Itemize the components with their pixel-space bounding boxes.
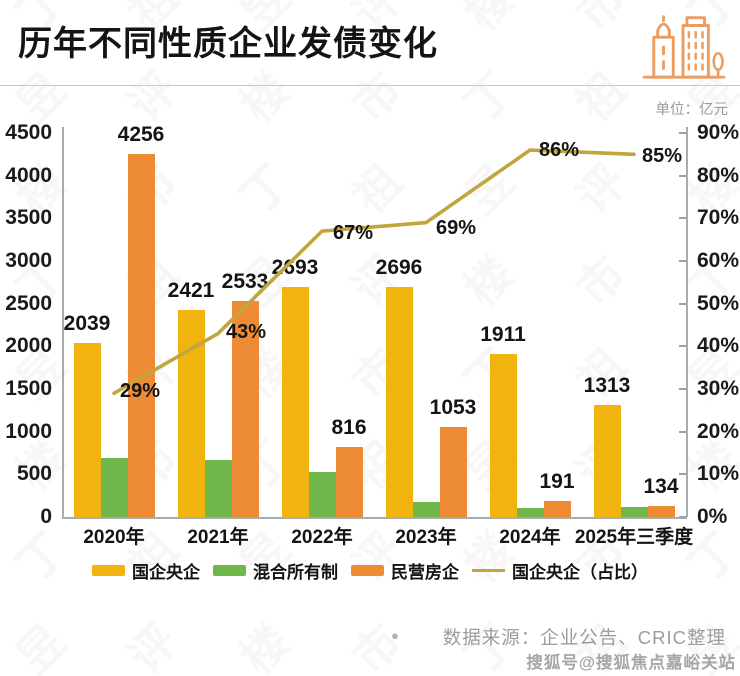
x-axis-tick-label: 2020年 <box>83 527 145 548</box>
y-axis-left-tick-label: 4500 <box>5 121 52 144</box>
y-axis-right-tick-mark <box>679 345 686 348</box>
y-axis-right-tick-label: 70% <box>697 206 740 230</box>
y-axis-left-tick-label: 2000 <box>5 334 52 358</box>
bar-value-label-private-developers: 1053 <box>429 396 477 420</box>
legend-label-mixed-ownership: 混合所有制 <box>253 563 338 582</box>
y-axis-right-tick-mark <box>679 174 686 177</box>
x-axis-tick-label: 2024年 <box>499 527 561 548</box>
x-axis-tick-label: 2021年 <box>187 527 249 548</box>
bar-value-label-private-developers: 816 <box>331 416 367 440</box>
bar-private-developers <box>543 500 571 517</box>
line-point-label: 43% <box>226 320 267 343</box>
y-axis-right-tick-mark <box>679 260 686 262</box>
line-point-label: 86% <box>539 139 580 162</box>
bar-mixed-ownership <box>204 460 232 517</box>
bar-soe-central <box>73 343 101 517</box>
x-axis-tick-label: 2025年三季度 <box>574 527 694 548</box>
legend-swatch-soe-share-line <box>472 569 505 572</box>
y-axis-left-tick-label: 3500 <box>5 206 52 230</box>
buildings-icon <box>640 6 728 89</box>
bar-value-label-soe-central: 2421 <box>167 279 215 303</box>
bar-mixed-ownership <box>100 458 128 517</box>
y-axis-left-tick-label: 3000 <box>5 249 52 272</box>
bar-value-label-private-developers: 4256 <box>117 122 165 146</box>
line-point-label: 67% <box>333 222 374 245</box>
bar-value-label-soe-central: 1313 <box>583 373 631 397</box>
y-axis-right-tick-mark <box>679 516 686 518</box>
y-axis-left-tick-label: 0 <box>40 505 52 528</box>
y-axis-right-tick-label: 0% <box>697 505 728 528</box>
x-axis-tick-label: 2023年 <box>395 527 457 548</box>
bar-value-label-private-developers: 2533 <box>221 269 269 293</box>
bar-mixed-ownership <box>620 507 648 517</box>
legend-label-soe-share-line: 国企央企（占比） <box>512 563 648 582</box>
line-point-label: 69% <box>436 216 477 239</box>
y-axis-right-tick-mark <box>679 430 686 433</box>
bar-value-label-private-developers: 191 <box>539 469 575 493</box>
bar-value-label-soe-central: 2039 <box>63 312 111 335</box>
bar-value-label-soe-central: 2693 <box>271 256 319 280</box>
y-axis-right-tick-label: 90% <box>697 121 740 144</box>
chart-legend: 国企央企 混合所有制 民营房企 国企央企（占比） <box>0 558 740 583</box>
bar-soe-central <box>385 286 413 517</box>
header-divider <box>0 85 740 86</box>
line-point-label: 85% <box>642 145 683 168</box>
bar-value-label-private-developers: 134 <box>643 474 679 498</box>
data-source-text: 数据来源：企业公告、CRIC整理 <box>442 627 726 648</box>
bar-private-developers <box>647 505 675 517</box>
publisher-credit-text: 搜狐号@搜狐焦点嘉峪关站 <box>526 654 736 672</box>
legend-label-soe-central: 国企央企 <box>132 563 200 582</box>
line-point-label: 29% <box>120 380 161 403</box>
bar-mixed-ownership <box>308 471 336 517</box>
y-axis-right-line <box>686 127 688 517</box>
bar-private-developers <box>335 447 363 517</box>
y-axis-left-line <box>62 127 64 517</box>
y-axis-right-tick-label: 60% <box>697 249 740 272</box>
bar-mixed-ownership <box>412 501 440 517</box>
y-axis-left-tick-label: 1500 <box>5 377 52 400</box>
y-axis-left-tick-label: 1000 <box>5 419 52 443</box>
y-axis-right-tick-label: 80% <box>697 163 740 187</box>
y-axis-right-tick-mark <box>679 132 686 134</box>
y-axis-right-tick-label: 10% <box>697 462 740 486</box>
y-axis-right-tick-mark <box>679 302 686 305</box>
bar-soe-central <box>593 404 621 517</box>
bullet-dot-icon: ● <box>391 628 399 643</box>
legend-item-private-developers: 民营房企 <box>351 558 459 583</box>
y-axis-right-tick-mark <box>679 473 686 476</box>
y-axis-right-tick-mark <box>679 388 686 390</box>
y-axis-right-tick-mark <box>679 217 686 220</box>
x-axis-tick-label: 2022年 <box>291 527 353 548</box>
bar-private-developers <box>231 300 259 517</box>
y-axis-right-tick-label: 30% <box>697 377 740 400</box>
bar-private-developers <box>439 427 467 517</box>
y-axis-right-tick-label: 40% <box>697 334 740 358</box>
bar-value-label-soe-central: 2696 <box>375 255 423 279</box>
x-axis-line <box>62 517 687 519</box>
page-title: 历年不同性质企业发债变化 <box>18 25 438 63</box>
y-axis-right-tick-label: 20% <box>697 419 740 443</box>
bar-value-label-soe-central: 1911 <box>480 322 526 346</box>
bar-soe-central <box>489 353 517 517</box>
bar-soe-central <box>281 287 309 517</box>
legend-swatch-mixed-ownership <box>213 565 246 576</box>
unit-label: 单位：亿元 <box>655 102 729 118</box>
legend-label-private-developers: 民营房企 <box>391 563 459 582</box>
bar-mixed-ownership <box>516 508 544 517</box>
y-axis-right-tick-label: 50% <box>697 291 740 315</box>
bar-private-developers <box>127 153 155 517</box>
legend-item-soe-share-line: 国企央企（占比） <box>472 558 648 583</box>
legend-swatch-soe-central <box>92 565 125 576</box>
legend-item-mixed-ownership: 混合所有制 <box>213 558 338 583</box>
y-axis-left-tick-label: 2500 <box>5 291 52 315</box>
y-axis-left-tick-label: 500 <box>16 462 52 486</box>
y-axis-left-tick-label: 4000 <box>5 163 52 187</box>
legend-swatch-private-developers <box>351 565 384 576</box>
legend-item-soe-central: 国企央企 <box>92 558 200 583</box>
